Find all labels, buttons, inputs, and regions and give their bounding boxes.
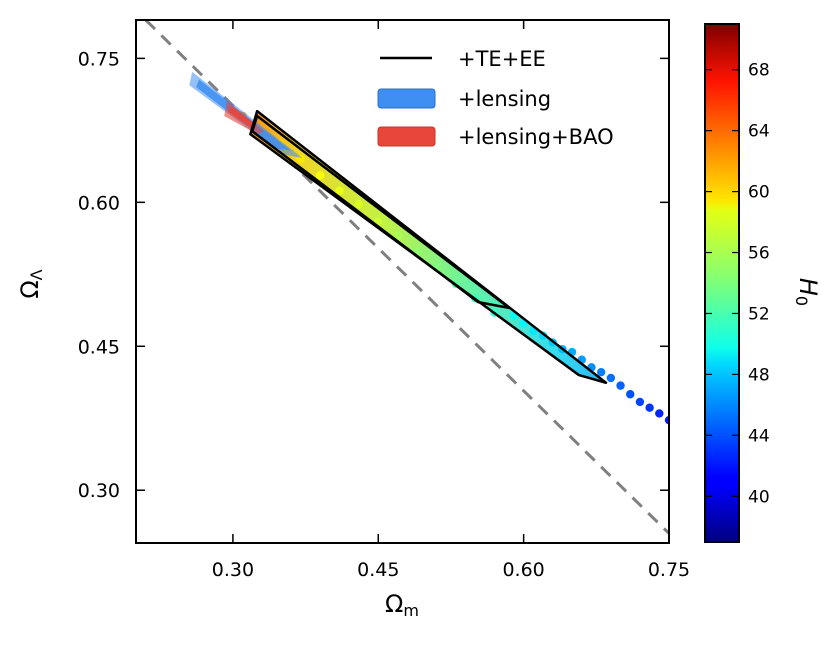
legend-swatch-lensing-bao [377, 126, 436, 147]
sample-point [655, 409, 664, 418]
plot-area [144, 20, 669, 535]
sample-point [354, 200, 364, 209]
legend-label-lensing: +lensing [458, 87, 551, 111]
colorbar-label-sub: 0 [792, 296, 811, 306]
colorbar-tick-label: 64 [748, 122, 770, 142]
legend-swatch-lensing [377, 88, 436, 109]
x-axis-label-sub: m [403, 601, 419, 620]
y-axis-label-sub: Λ [27, 269, 46, 280]
y-tick-label: 0.45 [78, 336, 120, 358]
y-tick-label: 0.30 [78, 480, 120, 502]
sample-point [635, 397, 645, 407]
y-tick-label: 0.75 [78, 48, 120, 70]
x-tick-label: 0.60 [502, 559, 544, 581]
sample-point [645, 403, 654, 412]
axes-frame [135, 19, 670, 544]
x-axis-label: Ωm [385, 590, 419, 620]
colorbar-ticks: 40 44 48 52 56 60 64 68 [705, 61, 770, 507]
sample-point [606, 373, 616, 383]
legend-label-lensing-bao: +lensing+BAO [458, 125, 614, 149]
colorbar-gradient [704, 23, 740, 543]
x-tick-label: 0.75 [648, 559, 690, 581]
x-tick-label: 0.30 [212, 559, 254, 581]
legend-label-te-ee: +TE+EE [458, 47, 546, 71]
colorbar-tick-label: 68 [748, 61, 770, 81]
confidence-contours [189, 71, 608, 384]
colorbar-tick-label: 40 [748, 487, 770, 507]
colorbar-tick-label: 48 [748, 365, 770, 385]
colorbar-tick-label: 52 [748, 304, 770, 324]
y-tick-label: 0.60 [78, 192, 120, 214]
sample-point [596, 367, 606, 377]
lensing-95-contour [189, 71, 303, 159]
colorbar-tick-label: 56 [748, 244, 770, 264]
y-axis-ticks: 0.30 0.45 0.60 0.75 [78, 48, 669, 502]
colorbar-tick-label: 60 [748, 183, 770, 203]
colorbar-tick-label: 44 [748, 426, 770, 446]
x-tick-label: 0.45 [357, 559, 399, 581]
sample-point [315, 171, 325, 180]
legend: +TE+EE +lensing +lensing+BAO [377, 47, 614, 149]
sample-point [335, 186, 344, 196]
te-ee-95-contour [249, 109, 608, 384]
lensing-bao-68-contour [228, 106, 258, 129]
colorbar: 40 44 48 52 56 60 64 68 H0 [704, 23, 822, 543]
sample-point [616, 381, 625, 390]
x-axis-ticks: 0.30 0.45 0.60 0.75 [212, 20, 690, 581]
y-axis-label: ΩΛ [16, 269, 46, 298]
sample-point [664, 415, 669, 425]
sample-point [626, 390, 635, 399]
colorbar-label: H0 [792, 278, 822, 306]
sample-point [393, 231, 402, 241]
